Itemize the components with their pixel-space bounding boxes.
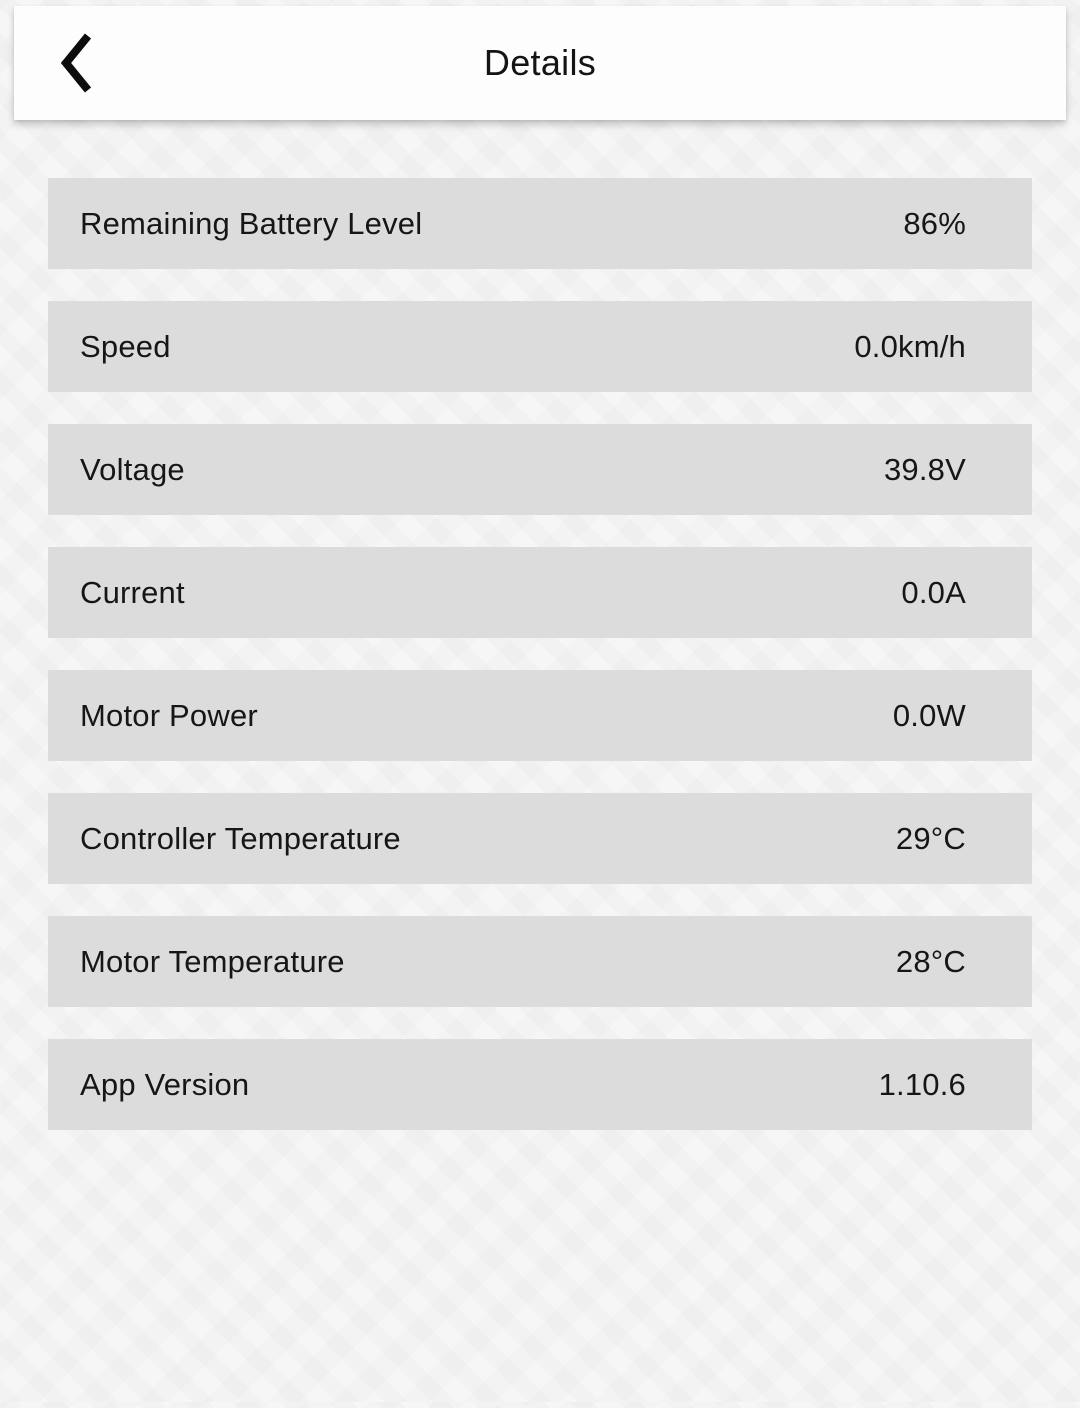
row-speed: Speed 0.0km/h (48, 301, 1032, 392)
row-label: Speed (80, 328, 171, 364)
row-voltage: Voltage 39.8V (48, 424, 1032, 515)
chevron-left-icon (58, 31, 94, 95)
row-motor-temperature: Motor Temperature 28°C (48, 916, 1032, 1007)
row-controller-temperature: Controller Temperature 29°C (48, 793, 1032, 884)
row-value: 0.0km/h (854, 328, 966, 364)
row-label: Motor Temperature (80, 943, 345, 979)
row-value: 0.0A (901, 574, 966, 610)
row-value: 1.10.6 (878, 1066, 966, 1102)
row-value: 86% (903, 205, 966, 241)
row-current: Current 0.0A (48, 547, 1032, 638)
row-value: 29°C (895, 820, 966, 856)
details-list: Remaining Battery Level 86% Speed 0.0km/… (48, 178, 1032, 1130)
row-value: 0.0W (892, 697, 966, 733)
app-bar: Details (14, 6, 1066, 120)
row-label: App Version (80, 1066, 250, 1102)
back-button[interactable] (40, 23, 112, 103)
row-value: 39.8V (883, 451, 966, 487)
row-value: 28°C (895, 943, 966, 979)
row-motor-power: Motor Power 0.0W (48, 670, 1032, 761)
row-label: Current (80, 574, 185, 610)
row-app-version: App Version 1.10.6 (48, 1039, 1032, 1130)
row-label: Controller Temperature (80, 820, 401, 856)
row-label: Motor Power (80, 697, 258, 733)
row-label: Remaining Battery Level (80, 205, 423, 241)
row-battery-level: Remaining Battery Level 86% (48, 178, 1032, 269)
page-title: Details (483, 42, 597, 83)
row-label: Voltage (80, 451, 185, 487)
